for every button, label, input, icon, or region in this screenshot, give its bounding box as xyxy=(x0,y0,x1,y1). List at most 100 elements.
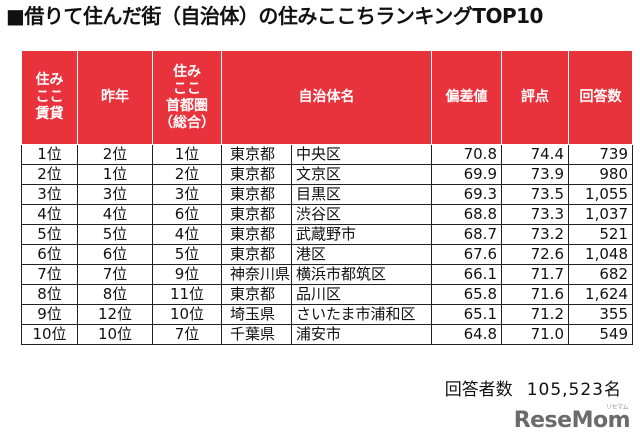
header-responses: 回答数 xyxy=(568,50,633,145)
rank-cell: 5位 xyxy=(21,224,78,245)
rank-cell: 8位 xyxy=(21,284,78,305)
score-cell: 73.5 xyxy=(501,184,569,205)
prefecture: 東京都 xyxy=(226,245,292,264)
score-cell: 73.3 xyxy=(501,204,569,225)
prefecture: 東京都 xyxy=(226,145,292,164)
municipality-cell: 東京都 港区 xyxy=(221,244,432,265)
capital-rank-cell: 11位 xyxy=(152,284,222,305)
table-row: 5位 5位 4位 東京都 武蔵野市 68.7 73.2 521 xyxy=(21,224,633,245)
responses-cell: 739 xyxy=(568,144,633,165)
responses-cell: 355 xyxy=(568,304,633,325)
capital-rank-cell: 7位 xyxy=(152,324,222,345)
header-capital-rank: 住み ここ 首都圏 （総合） xyxy=(152,50,222,145)
respondent-number: 105,523名 xyxy=(526,380,622,400)
header-line: 回答数 xyxy=(579,89,622,105)
municipality-cell: 東京都 品川区 xyxy=(221,284,432,305)
header-line: 首都圏 xyxy=(166,97,208,114)
responses-cell: 521 xyxy=(568,224,633,245)
city: 文京区 xyxy=(296,165,342,184)
municipality-cell: 埼玉県 さいたま市浦和区 xyxy=(221,304,432,325)
city: 港区 xyxy=(296,245,327,264)
last-year-cell: 6位 xyxy=(77,244,153,265)
header-score: 評点 xyxy=(501,50,569,145)
header-line: （総合） xyxy=(159,114,215,131)
last-year-cell: 4位 xyxy=(77,204,153,225)
city: 横浜市都筑区 xyxy=(296,265,387,284)
prefecture: 東京都 xyxy=(226,205,292,224)
header-rent-rank: 住み ここ 賃貸 xyxy=(21,50,78,145)
capital-rank-cell: 9位 xyxy=(152,264,222,285)
responses-cell: 1,624 xyxy=(568,284,633,305)
city: 武蔵野市 xyxy=(296,225,357,244)
city: 目黒区 xyxy=(296,185,342,204)
rank-cell: 6位 xyxy=(21,244,78,265)
rank-cell: 9位 xyxy=(21,304,78,325)
responses-cell: 1,055 xyxy=(568,184,633,205)
table-row: 6位 6位 5位 東京都 港区 67.6 72.6 1,048 xyxy=(21,244,633,265)
capital-rank-cell: 10位 xyxy=(152,304,222,325)
score-cell: 71.7 xyxy=(501,264,569,285)
score-cell: 73.2 xyxy=(501,224,569,245)
last-year-cell: 3位 xyxy=(77,184,153,205)
city: 中央区 xyxy=(296,145,342,164)
ranking-table: 住み ここ 賃貸 昨年 住み ここ 首都圏 （総合） 自治体名 偏差値 評点 回答数 1位… xyxy=(21,50,633,345)
table-row: 1位 2位 1位 東京都 中央区 70.8 74.4 739 xyxy=(21,144,633,165)
responses-cell: 980 xyxy=(568,164,633,185)
last-year-cell: 10位 xyxy=(77,324,153,345)
deviation-cell: 69.9 xyxy=(431,164,502,185)
logo-text: ReseMom xyxy=(513,408,631,433)
rank-cell: 1位 xyxy=(21,144,78,165)
responses-cell: 1,048 xyxy=(568,244,633,265)
rank-cell: 4位 xyxy=(21,204,78,225)
rank-cell: 10位 xyxy=(21,324,78,345)
table-row: 10位 10位 7位 千葉県 浦安市 64.8 71.0 549 xyxy=(21,324,633,345)
header-last-year: 昨年 xyxy=(77,50,153,145)
score-cell: 74.4 xyxy=(501,144,569,165)
header-municipality: 自治体名 xyxy=(221,50,432,145)
resemom-logo: リセマム ReseMom xyxy=(513,404,631,433)
header-line: 住み xyxy=(35,72,64,88)
capital-rank-cell: 5位 xyxy=(152,244,222,265)
last-year-cell: 7位 xyxy=(77,264,153,285)
prefecture: 東京都 xyxy=(226,285,292,304)
last-year-cell: 12位 xyxy=(77,304,153,325)
table-row: 8位 8位 11位 東京都 品川区 65.8 71.6 1,624 xyxy=(21,284,633,305)
responses-cell: 682 xyxy=(568,264,633,285)
responses-cell: 549 xyxy=(568,324,633,345)
header-deviation: 偏差値 xyxy=(431,50,502,145)
header-row: 住み ここ 賃貸 昨年 住み ここ 首都圏 （総合） 自治体名 偏差値 評点 回答数 xyxy=(21,50,633,145)
table-row: 2位 1位 2位 東京都 文京区 69.9 73.9 980 xyxy=(21,164,633,185)
table-row: 4位 4位 6位 東京都 渋谷区 68.8 73.3 1,037 xyxy=(21,204,633,225)
header-line: 昨年 xyxy=(101,89,129,105)
city: 品川区 xyxy=(296,285,342,304)
header-line: 賃貸 xyxy=(35,106,64,122)
city: 浦安市 xyxy=(296,325,342,344)
rank-cell: 2位 xyxy=(21,164,78,185)
prefecture: 千葉県 xyxy=(226,325,292,344)
deviation-cell: 64.8 xyxy=(431,324,502,345)
capital-rank-cell: 1位 xyxy=(152,144,222,165)
last-year-cell: 1位 xyxy=(77,164,153,185)
deviation-cell: 65.8 xyxy=(431,284,502,305)
deviation-cell: 66.1 xyxy=(431,264,502,285)
municipality-cell: 千葉県 浦安市 xyxy=(221,324,432,345)
respondent-label: 回答者数 xyxy=(444,380,513,400)
municipality-cell: 東京都 武蔵野市 xyxy=(221,224,432,245)
deviation-cell: 68.8 xyxy=(431,204,502,225)
page-title: ■借りて住んだ街（自治体）の住みここちランキングTOP10 xyxy=(6,4,543,28)
rank-cell: 7位 xyxy=(21,264,78,285)
municipality-cell: 東京都 渋谷区 xyxy=(221,204,432,225)
score-cell: 72.6 xyxy=(501,244,569,265)
prefecture: 埼玉県 xyxy=(226,305,292,324)
logo-subtext: リセマム xyxy=(605,404,629,411)
last-year-cell: 8位 xyxy=(77,284,153,305)
prefecture: 東京都 xyxy=(226,185,292,204)
deviation-cell: 65.1 xyxy=(431,304,502,325)
deviation-cell: 67.6 xyxy=(431,244,502,265)
responses-cell: 1,037 xyxy=(568,204,633,225)
municipality-cell: 東京都 目黒区 xyxy=(221,184,432,205)
municipality-cell: 神奈川県 横浜市都筑区 xyxy=(221,264,432,285)
municipality-cell: 東京都 文京区 xyxy=(221,164,432,185)
header-line: 自治体名 xyxy=(298,89,355,105)
header-line: ここ xyxy=(173,80,201,97)
